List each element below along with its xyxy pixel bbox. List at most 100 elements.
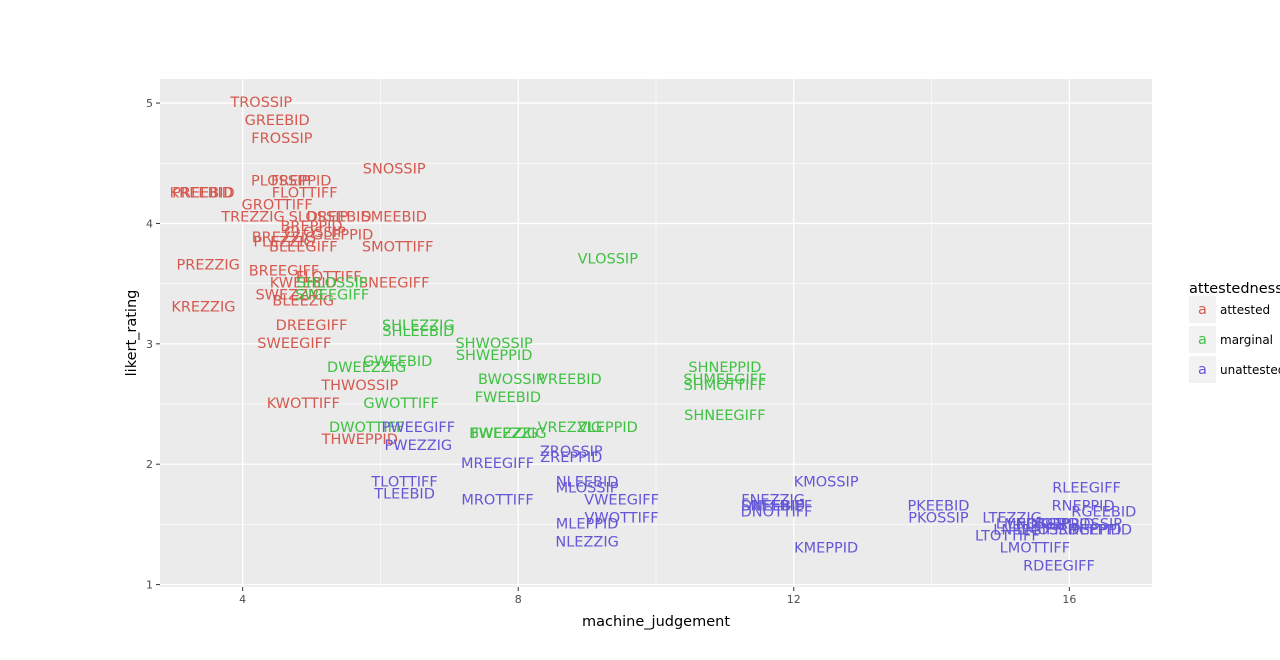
data-label: LTEZZIG	[982, 510, 1041, 526]
data-label: ZREPPID	[540, 450, 602, 466]
data-label: DREEBID	[307, 209, 372, 225]
data-label: SHLOSSIP	[297, 276, 368, 292]
data-label: PKEEBID	[907, 498, 969, 514]
data-label: VLOSSIP	[578, 252, 639, 268]
data-label: DNEEBIFF	[741, 498, 812, 514]
data-label: VREEBID	[538, 372, 602, 388]
data-label: TLEEBID	[373, 486, 435, 502]
y-tick-label: 3	[146, 338, 153, 351]
data-label: GREEBID	[245, 113, 310, 129]
data-label: SMEEBID	[362, 209, 427, 225]
data-label: ZROSSIP	[540, 444, 603, 460]
x-tick-label: 8	[515, 593, 522, 606]
x-tick-label: 16	[1062, 593, 1076, 606]
data-label: SHWOSSIP	[455, 336, 533, 352]
data-label: RDEEGIFF	[1023, 559, 1095, 575]
data-label: BREPPID	[280, 219, 342, 235]
data-label: RLEEGIFF	[1052, 480, 1121, 496]
data-label: THWOSSIP	[320, 378, 398, 394]
data-label: FLOTTIFF	[296, 270, 362, 286]
data-labels: TROSSIP GREEBID FROSSIP SNOSSIP PLOSSIPFREPP…	[170, 95, 1137, 574]
data-label: KMOSSIP	[794, 474, 859, 490]
data-label: SNOSSIP	[363, 161, 426, 177]
data-label: MROTTIFF	[461, 492, 533, 508]
data-label: PREZZIG	[177, 258, 240, 274]
series-attested: TROSSIP GREEBID FROSSIP SNOSSIP PLOSSIPFREPP…	[170, 95, 434, 448]
data-label: RDOSSIP	[1058, 516, 1122, 532]
data-label: FWEEBID	[475, 390, 541, 406]
legend-key	[1189, 356, 1216, 383]
data-label: SHMEEGIFF	[683, 372, 766, 388]
x-tick-label: 12	[787, 593, 801, 606]
data-label: BREZZIG	[252, 230, 317, 246]
data-label: PWEEGIFF	[382, 420, 456, 436]
data-label: LTOTTIFF	[975, 528, 1040, 544]
y-tick-label: 4	[146, 217, 153, 230]
data-label: NGEPPID	[1030, 516, 1094, 532]
data-label: SWEZZIG	[255, 288, 323, 304]
legend-title: attestedness	[1189, 281, 1280, 297]
data-label: BREEGIFF	[249, 264, 320, 280]
data-label: FWEZZIG	[471, 426, 538, 442]
y-axis-title: likert_rating	[124, 290, 140, 377]
data-label: LNEEGIFF	[993, 522, 1062, 538]
data-label: TLOTTIFF	[370, 474, 437, 490]
legend-label: unattested	[1220, 363, 1280, 377]
data-label: FREPPID	[271, 173, 332, 189]
data-label: RGEPPID	[1069, 522, 1132, 538]
data-label: SHWEPPID	[456, 348, 533, 364]
y-tick-label: 2	[146, 458, 153, 471]
data-label: NLEZZIG	[555, 534, 618, 550]
data-label: RNEPPID	[1052, 498, 1115, 514]
data-label: SHNEPPID	[688, 360, 761, 376]
data-label: KWEEBID	[270, 276, 337, 292]
data-label: SHMOTTIFF	[684, 378, 766, 394]
data-label: RDEPPID	[1058, 522, 1121, 538]
data-label: KWOTTIFF	[267, 396, 340, 412]
legend-label: marginal	[1220, 333, 1273, 347]
data-label: SWEEGIFF	[295, 288, 369, 304]
data-label: LMEEBID	[996, 516, 1060, 532]
data-label: PLOSSIP	[251, 173, 310, 189]
data-label: GWEEBID	[363, 354, 432, 370]
data-label: KREEBID	[170, 185, 233, 201]
data-label: LMOTTIFF	[1000, 540, 1070, 556]
data-label: SNEEBID	[741, 498, 805, 514]
data-label: SLOSSIP	[289, 209, 349, 225]
data-label: FNEZZIG	[741, 492, 805, 508]
data-label: SHLEEBID	[382, 324, 454, 340]
data-label: DWEEZZIG	[327, 360, 406, 376]
data-label: SWEEGIFF	[257, 336, 331, 352]
legend-glyph: a	[1198, 332, 1207, 348]
legend-label: attested	[1220, 303, 1270, 317]
x-axis-title: machine_judgement	[582, 614, 730, 630]
data-label: SHLEZZIG	[382, 318, 455, 334]
legend: attestedness a attested a marginal a unattest…	[1189, 281, 1280, 383]
gridlines	[160, 79, 1152, 587]
data-label: SHNEEGIFF	[684, 408, 765, 424]
data-label: DREEGIFF	[276, 318, 348, 334]
data-label: BLEEZIG	[272, 294, 334, 310]
data-label: LNOSSIP	[1007, 516, 1069, 532]
data-label: MLOSSIP	[556, 480, 619, 496]
legend-key	[1189, 296, 1216, 323]
data-label: RGEEBID	[1071, 504, 1136, 520]
data-label: GLEPPID	[312, 227, 373, 243]
data-label: GROTTIFF	[242, 197, 313, 213]
data-label: PWEZZIG	[385, 438, 453, 454]
series-marginal: VLOSSIPSHLOSSIPSWEEGIFFSHLEZZIGSHLEEBIDS…	[295, 252, 766, 443]
data-label: PLEZZIG	[253, 235, 314, 251]
data-label: VWOTTIFF	[585, 510, 659, 526]
data-label: GLOSSIP	[284, 225, 346, 241]
data-label: FROSSIP	[251, 131, 313, 147]
y-tick-label: 5	[146, 97, 153, 110]
data-label: KMEPPID	[794, 540, 858, 556]
data-label: DNOTTIFF	[741, 504, 813, 520]
data-label: MREEGIFF	[461, 456, 534, 472]
data-label: MLEPPID	[556, 516, 619, 532]
legend-glyph: a	[1198, 302, 1207, 318]
legend-key	[1189, 326, 1216, 353]
